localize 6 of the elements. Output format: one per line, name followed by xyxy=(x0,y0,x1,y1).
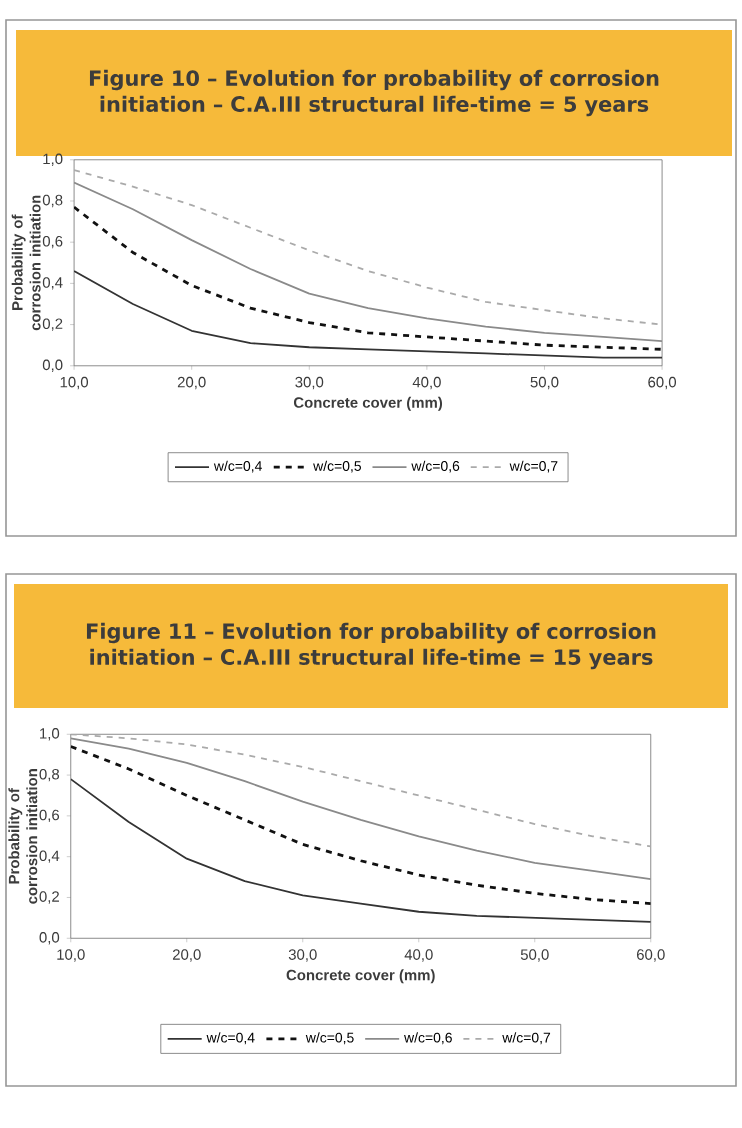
line-series xyxy=(74,205,663,351)
line-series xyxy=(70,737,651,881)
chart-title: Figure 11 – Evolution for probability of corrosion initiation – C.A.III structural life-time = 15 years xyxy=(86,622,656,670)
line-series xyxy=(70,745,651,905)
chart-title: Figure 10 – Evolution for probability of corrosion initiation – C.A.III structural life-time = 5 years xyxy=(89,69,659,117)
line-series xyxy=(74,181,663,342)
